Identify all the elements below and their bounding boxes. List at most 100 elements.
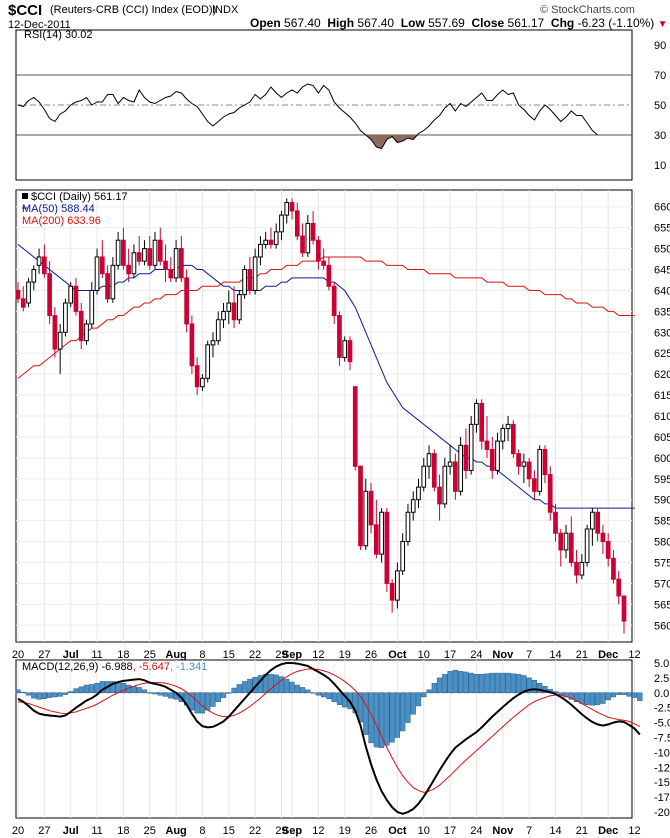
macd-histogram-bar [463,671,469,694]
macd-y-tick-label: -10.0 [654,747,670,759]
macd-histogram-bar [41,692,47,700]
macd-histogram-bar [205,692,211,711]
price-y-tick-label: 630 [654,327,670,339]
candle-body [542,448,548,476]
candle-body [547,474,553,513]
macd-y-tick-label: -5.0 [654,718,670,730]
macd-histogram-bar [136,687,142,694]
low-value: 557.69 [428,16,465,30]
price-y-tick-label: 640 [654,285,670,297]
price-y-tick-label: 635 [654,306,670,318]
macd-histogram-bar [31,692,37,699]
macd-histogram-bar [120,683,127,694]
macd-histogram-bar [15,689,21,694]
candle-body [294,210,300,237]
macd-histogram-bar [363,692,369,735]
candle-body [126,264,132,275]
macd-histogram-bar [94,683,100,694]
candle-body [595,511,600,534]
macd-histogram-bar [595,692,601,705]
price-y-tick-label: 650 [654,244,670,256]
macd-histogram-bar [563,692,569,698]
candle-body [342,340,348,358]
price-y-tick-label: 580 [654,537,670,549]
candle-body [526,461,532,480]
candle-body [152,239,158,266]
candle-body [99,256,105,275]
candle-body [36,256,42,266]
price-y-tick-label: 620 [654,369,670,381]
macd-histogram-bar [368,692,374,744]
ma200-legend: MA(200) 633.96 [22,215,101,227]
open-value: 567.40 [284,16,321,30]
candle-body [89,289,95,325]
candle-body [590,511,595,530]
price-y-tick-label: 570 [654,578,670,590]
price-y-tick-label: 575 [654,557,670,569]
macd-x-tick-label: 26 [365,825,377,837]
macd-x-tick-label: 15 [223,825,235,837]
macd-histogram-bar [589,692,596,706]
candle-body [184,277,189,325]
candle-body [68,285,74,304]
price-x-tick-label: 20 [12,649,24,661]
histogram-legend-value: , -1.341 [170,661,207,673]
price-x-tick-label: 26 [365,649,377,661]
macd-histogram-bar [526,677,532,694]
price-y-tick-label: 605 [654,432,670,444]
candle-body [289,202,295,212]
macd-x-tick-label: 18 [117,825,129,837]
rsi-y-tick-label: 90 [654,40,666,52]
macd-histogram-bar [331,692,337,702]
candle-body [78,310,84,342]
candle-body [210,340,216,346]
candle-body [431,453,437,488]
candle-body [579,561,585,576]
price-x-tick-label: 22 [249,649,261,661]
ohlc-readout: Open 567.40 High 567.40 Low 557.69 Close… [250,16,668,30]
candle-body [484,440,490,450]
macd-histogram-bar [568,692,574,700]
price-x-tick-label: 12 [628,649,640,661]
candle-body [200,377,205,388]
candle-body [574,561,579,576]
macd-histogram-bar [305,689,311,694]
macd-line [17,661,641,815]
macd-y-tick-label: 0.0 [654,688,669,700]
rsi-legend: RSI(14) 30.02 [24,29,92,41]
macd-histogram-bar [494,672,501,694]
candle-body [136,252,142,262]
macd-histogram-bar [83,684,90,694]
macd-histogram-bar [468,672,474,694]
macd-x-tick-label: 10 [418,825,430,837]
macd-histogram-bar [579,692,585,704]
candle-body [500,428,506,442]
candle-body [73,285,79,312]
candle-body [15,289,21,300]
macd-x-tick-label: 22 [249,825,261,837]
candle-body [568,532,574,563]
macd-histogram-bar [405,692,411,723]
macd-x-tick-label: Oct [388,825,407,837]
macd-x-tick-label: 29 [275,825,287,837]
candle-body [347,340,353,363]
macd-x-tick-label: Jul [63,825,79,837]
candle-body [173,248,179,279]
candle-body [168,269,174,279]
candle-body [258,243,263,258]
candle-body [447,461,453,467]
macd-histogram-bar [326,692,332,700]
price-x-tick-label: 10 [418,649,430,661]
price-x-tick-label: Jul [63,649,79,661]
candle-body [105,273,110,300]
candle-body [263,239,269,245]
macd-x-tick-label: 27 [38,825,50,837]
candle-body [605,541,611,559]
candle-body [31,269,37,283]
macd-signal-line [17,668,641,793]
macd-histogram-bar [199,692,206,714]
macd-y-tick-label: 5.0 [654,658,669,670]
price-x-tick-label: Oct [388,649,407,661]
macd-y-tick-label: -20.0 [654,807,670,819]
macd-histogram-bar [489,672,495,694]
